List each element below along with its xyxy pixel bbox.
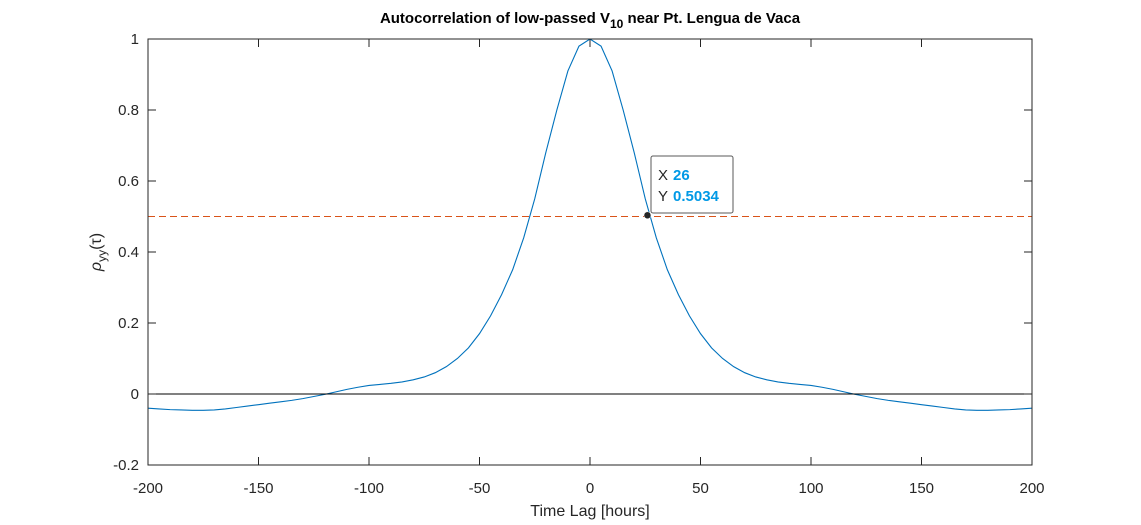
x-tick-label: 100 (798, 480, 823, 497)
x-tick-label: -150 (243, 480, 273, 497)
plot-border (147, 38, 1033, 466)
data-tip-marker[interactable] (643, 211, 652, 220)
y-tick-label: 0.2 (118, 315, 139, 332)
x-tick-label: 150 (909, 480, 934, 497)
chart-title-main: Autocorrelation of low-passed V (380, 10, 610, 27)
y-tick-label: 0.8 (118, 102, 139, 119)
data-tip-box (650, 155, 734, 214)
data-tip-y-value: 0.5034 (673, 188, 720, 205)
chart-title: Autocorrelation of low-passed V10 near P… (380, 10, 801, 31)
y-axis-label-symbol: ρ (88, 262, 105, 272)
x-tick-label: -200 (133, 480, 163, 497)
y-tick-label: 1 (131, 31, 139, 48)
y-tick-label: 0.4 (118, 244, 139, 261)
x-tick-label: 200 (1019, 480, 1044, 497)
data-tip-x-value: 26 (673, 167, 690, 184)
x-axis-label: Time Lag [hours] (530, 503, 649, 520)
data-tip[interactable]: X 26 Y 0.5034 (643, 155, 734, 220)
y-axis-label-arg: (τ) (88, 233, 105, 250)
chart-title-subscript: 10 (610, 17, 624, 31)
plot-area (148, 39, 1032, 465)
y-tick-label: 0 (131, 386, 139, 403)
data-tip-x-row: X 26 (658, 167, 690, 184)
chart-title-tail: near Pt. Lengua de Vaca (623, 10, 800, 27)
x-tick-label: 50 (692, 480, 709, 497)
data-tip-x-label: X (658, 167, 668, 184)
x-tick-label: 0 (586, 480, 594, 497)
y-tick-label: 0.6 (118, 173, 139, 190)
y-axis-label: ρyy(τ) (88, 233, 109, 272)
x-tick-label: -100 (354, 480, 384, 497)
y-axis-label-subscript: yy (95, 250, 109, 262)
x-tick-label: -50 (469, 480, 491, 497)
data-tip-y-label: Y (658, 188, 668, 205)
data-tip-y-row: Y 0.5034 (658, 188, 720, 205)
y-tick-label: -0.2 (113, 457, 139, 474)
